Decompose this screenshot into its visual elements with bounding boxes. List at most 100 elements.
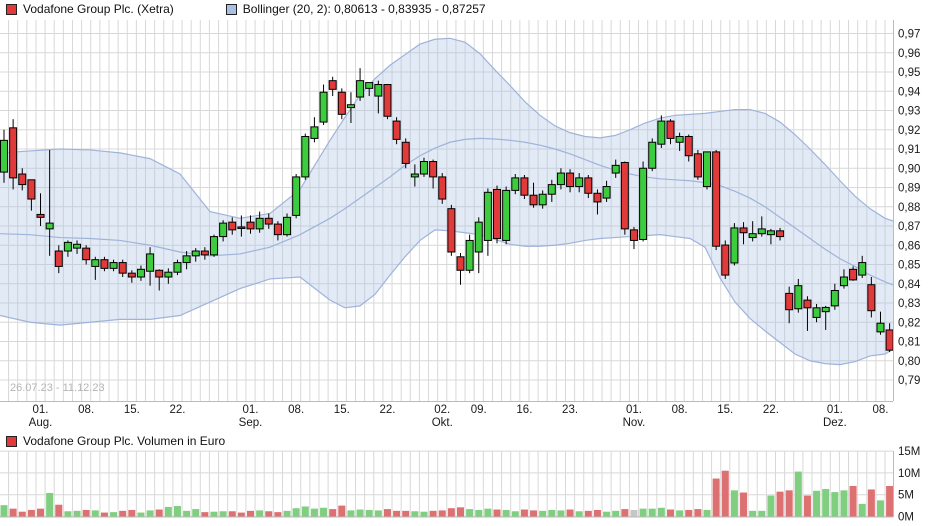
candle bbox=[529, 182, 538, 208]
volume-bar bbox=[886, 485, 894, 517]
volume-bar bbox=[201, 512, 209, 517]
volume-bar bbox=[502, 509, 510, 517]
price-axis-tick-label: 0,97 bbox=[898, 29, 920, 41]
candle bbox=[63, 240, 72, 257]
candle bbox=[739, 222, 748, 245]
volume-bar bbox=[411, 511, 419, 517]
volume-bar bbox=[557, 510, 565, 517]
date-axis-day-label: 15. bbox=[124, 404, 140, 416]
date-axis-month-label: Nov. bbox=[623, 417, 646, 429]
candle bbox=[602, 180, 611, 202]
candle bbox=[766, 228, 775, 245]
date-axis-day-label: 08. bbox=[288, 404, 304, 416]
candle bbox=[547, 179, 556, 202]
volume-bar bbox=[867, 489, 875, 517]
volume-bar bbox=[630, 509, 638, 517]
price-axis-tick-label: 0,89 bbox=[898, 183, 920, 195]
candle bbox=[556, 168, 565, 190]
volume-legend: Vodafone Group Plc. Volumen in Euro bbox=[6, 434, 225, 448]
date-axis-day-label: 01. bbox=[243, 404, 259, 416]
date-axis-day-label: 01. bbox=[626, 404, 642, 416]
volume-bar bbox=[639, 508, 647, 517]
price-axis-tick-label: 0,83 bbox=[898, 298, 920, 310]
candle bbox=[757, 216, 766, 237]
volume-bar bbox=[310, 508, 318, 517]
candle bbox=[301, 133, 310, 180]
candle bbox=[328, 76, 337, 97]
candle bbox=[429, 159, 438, 189]
price-axis-tick-label: 0,95 bbox=[898, 67, 920, 79]
candle bbox=[383, 84, 392, 120]
candle bbox=[310, 117, 319, 143]
candle bbox=[657, 115, 666, 149]
candle bbox=[666, 119, 675, 145]
price-series-swatch-icon bbox=[6, 3, 17, 15]
volume-bar bbox=[9, 508, 17, 517]
volume-bar bbox=[119, 510, 127, 517]
volume-bar bbox=[402, 510, 410, 517]
volume-bar bbox=[64, 511, 72, 517]
candle bbox=[9, 119, 18, 190]
price-axis-tick-label: 0,90 bbox=[898, 163, 920, 175]
date-axis-day-label: 23. bbox=[562, 404, 578, 416]
volume-bar bbox=[575, 511, 583, 517]
candle bbox=[566, 169, 575, 193]
volume-bar bbox=[484, 508, 492, 517]
volume-bar bbox=[82, 509, 90, 517]
volume-series-label: Vodafone Group Plc. Volumen in Euro bbox=[23, 434, 226, 448]
candle bbox=[456, 252, 465, 285]
volume-bar bbox=[584, 510, 592, 517]
volume-bar bbox=[858, 503, 866, 517]
price-axis-tick-label: 0,84 bbox=[898, 279, 921, 291]
price-axis-tick-label: 0,86 bbox=[898, 240, 920, 252]
candle bbox=[401, 138, 410, 169]
volume-bar bbox=[247, 510, 255, 517]
volume-bar bbox=[457, 507, 464, 517]
volume-bar bbox=[539, 510, 547, 517]
price-axis-tick-label: 0,96 bbox=[898, 48, 920, 60]
candle bbox=[100, 256, 109, 272]
candle bbox=[502, 186, 511, 245]
price-axis-tick-label: 0,85 bbox=[898, 260, 920, 272]
bollinger-label: Bollinger (20, 2): 0,80613 - 0,83935 - 0… bbox=[242, 2, 486, 16]
volume-bar bbox=[128, 509, 136, 517]
date-axis-day-label: 01. bbox=[33, 404, 49, 416]
date-axis-day-label: 16. bbox=[516, 404, 532, 416]
volume-bar bbox=[100, 512, 108, 517]
volume-bar bbox=[831, 492, 839, 517]
volume-bar bbox=[603, 511, 611, 517]
candle bbox=[273, 221, 282, 241]
candle bbox=[703, 151, 712, 190]
volume-bar bbox=[703, 509, 711, 517]
candle bbox=[82, 245, 91, 265]
candle bbox=[520, 174, 529, 200]
volume-bar bbox=[447, 508, 455, 517]
volume-bar bbox=[237, 512, 245, 517]
price-axis-tick-label: 0,94 bbox=[898, 86, 921, 98]
candle bbox=[620, 161, 629, 235]
volume-bar bbox=[164, 506, 172, 517]
volume-bar bbox=[283, 510, 291, 517]
candle bbox=[191, 248, 200, 262]
price-axis-tick-label: 0,93 bbox=[898, 106, 920, 118]
candle bbox=[374, 80, 383, 114]
volume-bar bbox=[219, 511, 227, 517]
volume-bar bbox=[18, 511, 26, 517]
volume-bar bbox=[356, 509, 364, 517]
candle bbox=[867, 277, 876, 318]
candle bbox=[319, 84, 328, 125]
candle bbox=[155, 269, 164, 291]
volume-bar bbox=[530, 510, 538, 517]
candle bbox=[146, 247, 155, 286]
candle bbox=[849, 266, 858, 281]
candle bbox=[45, 149, 54, 256]
volume-bar bbox=[37, 508, 45, 517]
volume-bar bbox=[173, 506, 181, 517]
candle bbox=[27, 179, 36, 211]
volume-bar bbox=[840, 490, 848, 517]
candle bbox=[712, 149, 721, 251]
price-axis-tick-label: 0,92 bbox=[898, 125, 920, 137]
volume-bar bbox=[383, 509, 391, 517]
